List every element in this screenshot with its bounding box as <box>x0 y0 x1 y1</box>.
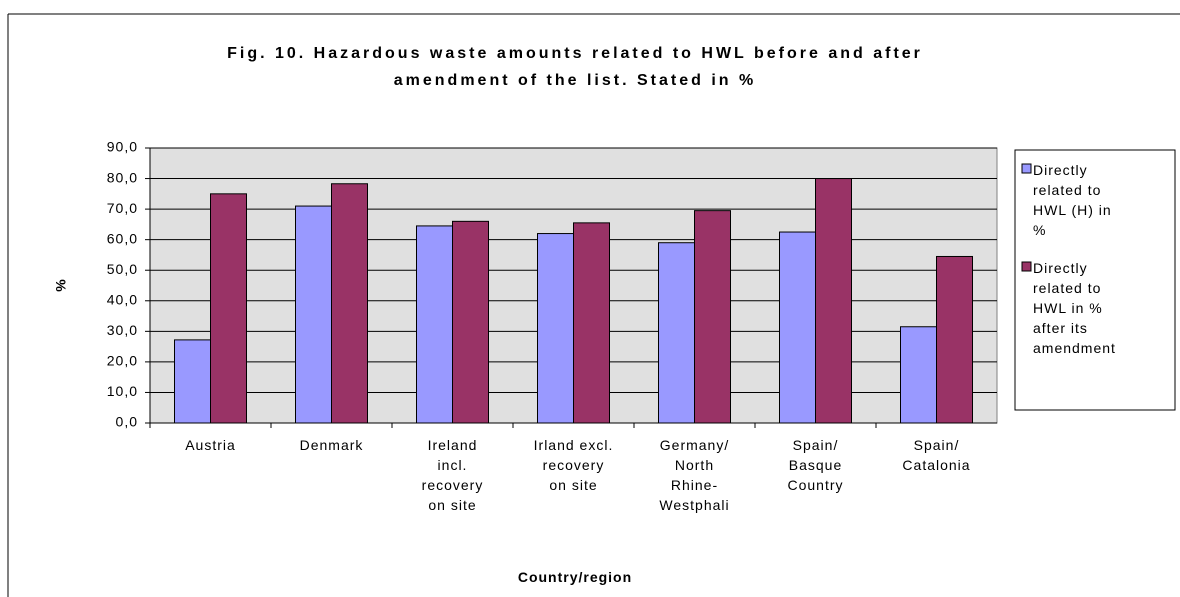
y-tick-label: 40,0 <box>107 291 138 307</box>
bar <box>815 178 852 424</box>
x-tick-label: Denmark <box>299 437 364 453</box>
x-tick-label: Irland excl. recovery on site <box>533 437 614 493</box>
legend-swatch <box>1021 163 1032 174</box>
bar <box>331 183 368 424</box>
y-axis-title: % <box>53 278 69 291</box>
legend-box <box>1014 149 1176 411</box>
y-tick-label: 80,0 <box>107 169 138 185</box>
bar <box>295 205 332 424</box>
y-tick-label: 20,0 <box>107 353 138 369</box>
y-tick-label: 30,0 <box>107 322 138 338</box>
y-tick-label: 0,0 <box>116 414 138 430</box>
bar <box>694 210 731 424</box>
legend-swatch <box>1021 261 1032 272</box>
y-tick-label: 70,0 <box>107 200 138 216</box>
x-tick-label: Germany/ North Rhine- Westphali <box>659 437 730 513</box>
y-tick-label: 60,0 <box>107 230 138 246</box>
x-tick-label: Spain/ Basque Country <box>787 437 844 493</box>
x-tick-label: Ireland incl. recovery on site <box>421 437 484 513</box>
bar <box>936 255 973 424</box>
bar <box>900 326 937 424</box>
bar <box>174 339 211 424</box>
legend-label: Directly related to HWL (H) in % <box>1033 162 1112 238</box>
y-tick-label: 50,0 <box>107 261 138 277</box>
bar <box>452 220 489 424</box>
x-tick-label: Austria <box>185 437 236 453</box>
chart-title: Fig. 10. Hazardous waste amounts related… <box>227 45 923 89</box>
bar <box>210 193 247 424</box>
x-axis-title: Country/region <box>517 569 633 585</box>
bar <box>573 222 610 424</box>
bar <box>779 231 816 424</box>
bar <box>537 233 574 424</box>
y-tick-label: 90,0 <box>107 139 138 155</box>
bar <box>658 242 695 424</box>
bar <box>416 225 453 424</box>
legend-label: Directly related to HWL in % after its a… <box>1033 260 1116 356</box>
x-tick-label: Spain/ Catalonia <box>902 437 971 473</box>
y-tick-label: 10,0 <box>107 383 138 399</box>
